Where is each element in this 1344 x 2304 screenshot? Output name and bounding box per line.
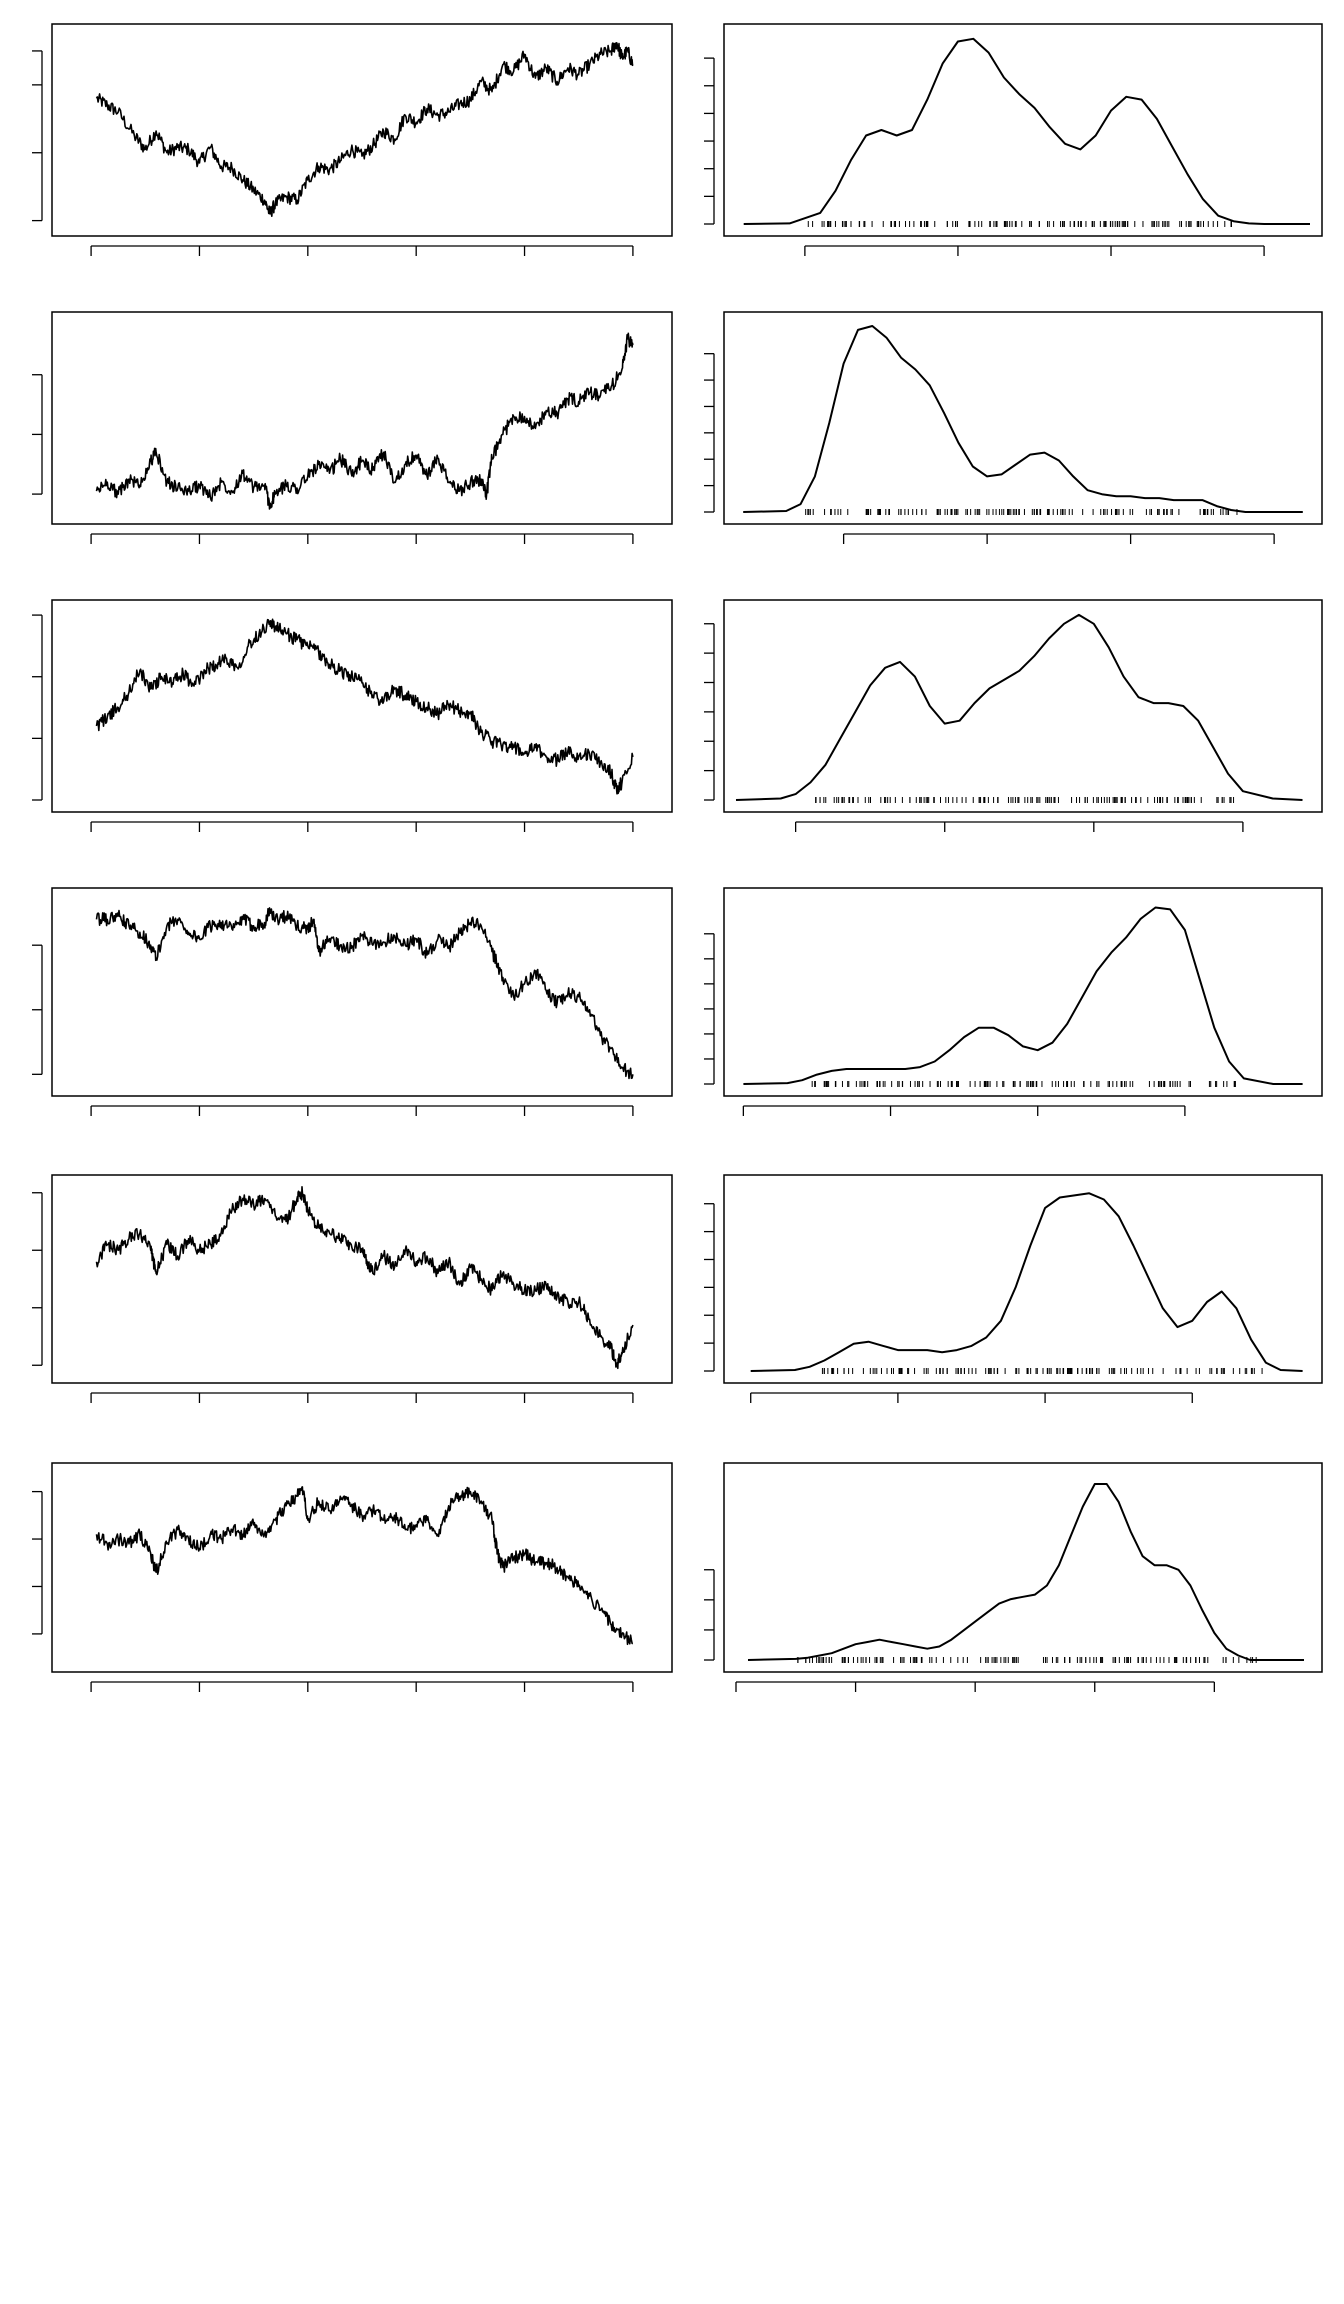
density-panel — [704, 887, 1323, 1116]
density-curve — [743, 37, 1310, 225]
trace-panel — [32, 1462, 673, 1692]
density-panel — [704, 311, 1323, 544]
plot-frame — [51, 1174, 673, 1384]
plot-frame — [51, 23, 673, 237]
plot-frame — [723, 1462, 1323, 1673]
trace-line — [95, 1486, 633, 1646]
density-curve — [743, 906, 1303, 1085]
density-curve — [743, 325, 1303, 513]
plot-frame — [51, 887, 673, 1097]
plot-frame — [723, 1174, 1323, 1384]
density-panel — [704, 23, 1323, 256]
trace-line — [95, 907, 634, 1080]
density-curve — [750, 1192, 1303, 1372]
plot-frame — [723, 599, 1323, 813]
plot-frame — [723, 887, 1323, 1097]
density-panel — [704, 1462, 1323, 1692]
trace-line — [95, 41, 634, 217]
trace-panel — [32, 599, 673, 832]
trace-line — [95, 332, 634, 510]
density-curve — [747, 1483, 1304, 1661]
rug-marks — [821, 1368, 1263, 1374]
density-panel — [704, 599, 1323, 832]
plot-frame — [723, 23, 1323, 237]
trace-line — [95, 618, 634, 795]
plot-frame — [51, 311, 673, 525]
trace-panel — [32, 23, 673, 256]
trace-panel — [32, 311, 673, 544]
density-panel — [704, 1174, 1323, 1403]
plot-frame — [51, 599, 673, 813]
rug-marks — [805, 509, 1238, 515]
trace-line — [95, 1186, 634, 1370]
rug-marks — [815, 797, 1235, 803]
plot-frame — [723, 311, 1323, 525]
trace-panel — [32, 887, 673, 1116]
density-curve — [735, 613, 1303, 801]
rug-marks — [811, 1081, 1236, 1087]
rug-marks — [807, 221, 1232, 227]
rug-marks — [797, 1657, 1257, 1663]
plot-frame — [51, 1462, 673, 1673]
trace-panel — [32, 1174, 673, 1403]
